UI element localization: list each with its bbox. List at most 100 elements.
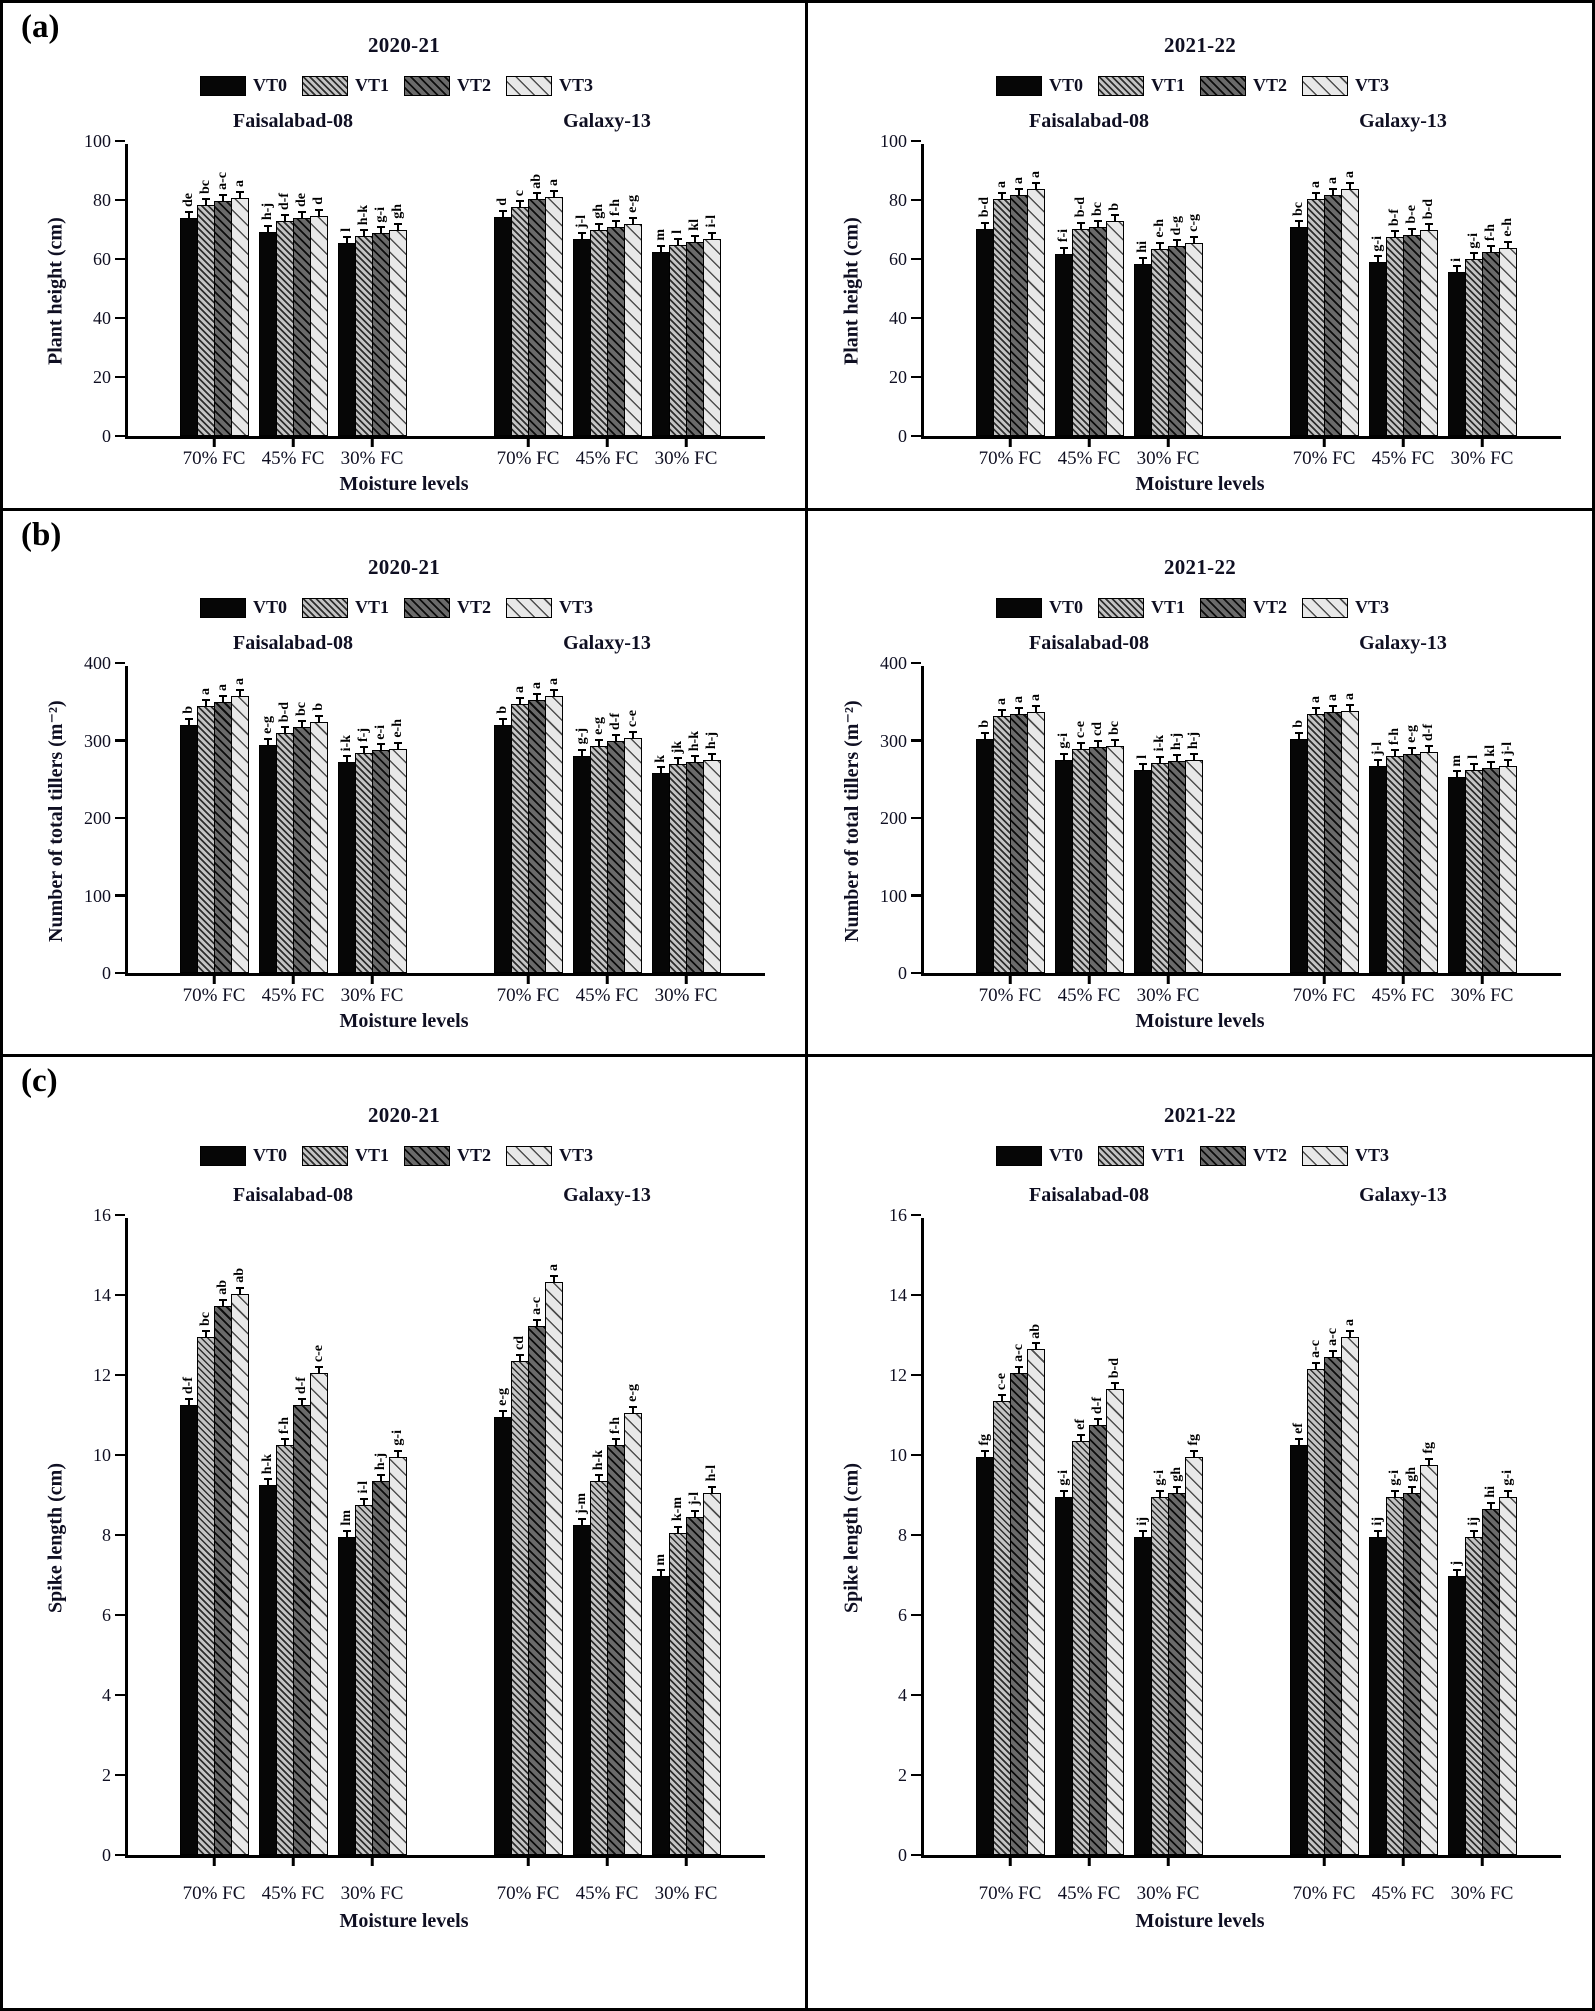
sig-letter: b-f <box>1387 209 1402 227</box>
sig-letter: hi <box>1135 241 1150 253</box>
y-tick-label: 8 <box>898 1525 907 1545</box>
y-axis-tick <box>911 894 921 897</box>
sig-letter: ab <box>529 173 544 189</box>
error-bar-icon <box>1507 758 1509 766</box>
treatment-legend: VT0 VT1 VT2 VT3 <box>808 597 1592 618</box>
sig-letter: g-i <box>390 1430 405 1446</box>
bar-vt1 <box>197 205 215 436</box>
y-tick-label: 300 <box>880 730 907 751</box>
bar-slot: lm <box>338 1218 356 1855</box>
sig-letter: de <box>181 193 196 208</box>
error-bar-icon <box>1035 1342 1037 1350</box>
y-axis-tick <box>115 1693 125 1697</box>
y-tick-label: 100 <box>84 885 111 906</box>
bar-vt1 <box>1386 237 1404 436</box>
error-bar-icon <box>1332 188 1334 196</box>
panel-label: (c) <box>21 1063 58 1099</box>
sig-letter: a <box>1308 696 1323 704</box>
cultivar-block: Galaxy-13 ef a-c a-c a 70% FC ij g-i gh fg 45% FC j… <box>1290 1184 1517 1904</box>
sig-letter: j-l <box>1370 741 1385 755</box>
error-bar-icon <box>222 695 224 703</box>
bar-vt2 <box>528 1325 546 1855</box>
y-tick-label: 12 <box>889 1365 907 1385</box>
sig-letter: l <box>1466 754 1481 759</box>
legend-swatch-vt0-icon <box>199 75 246 96</box>
bar-vt0 <box>573 755 591 973</box>
bar-slot: a <box>1307 666 1325 973</box>
bar-slot: a <box>1027 666 1045 973</box>
bar-vt1 <box>1072 228 1090 436</box>
x-tick-label: 45% FC <box>575 985 639 1006</box>
sig-letter: g-i <box>1056 733 1071 749</box>
chart-panel-2021-22: 2021-22 VT0 VT1 VT2 VT3 Plant height (cm) 0 20 4… <box>808 3 1592 508</box>
bar-vt1 <box>1386 755 1404 973</box>
bar-slot: l <box>669 144 687 436</box>
bar-vt2 <box>686 1516 704 1855</box>
bar-vt3 <box>1499 765 1517 973</box>
y-axis-tick <box>115 139 125 143</box>
error-bar-icon <box>318 1366 320 1374</box>
sig-letter: ab <box>232 1267 247 1283</box>
y-axis-tick <box>115 1613 125 1617</box>
error-bar-icon <box>660 766 662 774</box>
bar-vt0 <box>338 243 356 436</box>
bar-slot: b <box>180 666 198 973</box>
x-axis-tick <box>526 976 530 984</box>
error-bar-icon <box>1035 182 1037 190</box>
plot-area: 0 20 40 60 80 100 Faisalabad-08 b-d a a a 70% FC f-i… <box>880 110 1561 469</box>
legend-swatch-vt3-icon <box>506 75 553 96</box>
cultivar-title: Galaxy-13 <box>563 632 651 654</box>
bar-vt3 <box>1106 221 1124 436</box>
bar-vt0 <box>1055 1496 1073 1855</box>
bar-vt3 <box>1499 1496 1517 1855</box>
error-bar-icon <box>502 1410 504 1418</box>
error-bar-icon <box>1332 1350 1334 1358</box>
bar-vt1 <box>1307 1369 1325 1855</box>
error-bar-icon <box>1411 227 1413 235</box>
bar-vt2 <box>372 233 390 436</box>
error-bar-icon <box>239 688 241 696</box>
sig-letter: g-i <box>1500 1470 1515 1486</box>
y-tick-label: 80 <box>93 190 111 210</box>
bar-vt2 <box>1010 713 1028 973</box>
error-bar-icon <box>1377 1529 1379 1537</box>
sig-letter: e-h <box>1152 219 1167 239</box>
bar-slot: m <box>652 144 670 436</box>
bar-slot: de <box>180 144 198 436</box>
x-tick-label: 45% FC <box>1057 985 1121 1006</box>
error-bar-icon <box>363 1497 365 1505</box>
sig-letter: d-f <box>1421 723 1436 741</box>
bar-slot: ab <box>214 1218 232 1855</box>
sig-letter: a-c <box>1325 1328 1340 1347</box>
bar-vt2 <box>1482 1508 1500 1855</box>
bar-vt0 <box>180 218 198 436</box>
x-tick-label: 70% FC <box>496 1883 560 1904</box>
bar-vt2 <box>1010 195 1028 436</box>
error-bar-icon <box>632 217 634 225</box>
moisture-group: b a a a 70% FC <box>180 666 249 1006</box>
bar-vt2 <box>528 699 546 973</box>
y-tick-label: 300 <box>84 730 111 751</box>
sig-letter: bc <box>198 1312 213 1327</box>
bar-slot: cd <box>511 1218 529 1855</box>
bar-vt3 <box>310 1373 328 1855</box>
sig-letter: f-i <box>1056 229 1071 243</box>
bar-slot: g-i <box>372 144 390 436</box>
sig-letter: fg <box>1421 1442 1436 1454</box>
bar-slot: de <box>293 144 311 436</box>
moisture-group: de bc a-c a 70% FC <box>180 144 249 469</box>
bar-vt2 <box>214 702 232 973</box>
legend-label: VT2 <box>457 597 492 617</box>
bar-vt3 <box>231 1293 249 1855</box>
x-tick-label: 70% FC <box>1292 448 1356 469</box>
error-bar-icon <box>581 748 583 756</box>
bar-slot: a-c <box>1010 1218 1028 1855</box>
y-axis-tick <box>911 1613 921 1617</box>
moisture-group: j ij hi g-i 30% FC <box>1448 1218 1517 1904</box>
x-axis-tick <box>684 439 688 447</box>
error-bar-icon <box>1176 1485 1178 1493</box>
y-tick-label: 10 <box>93 1445 111 1465</box>
sig-letter: a <box>198 687 213 695</box>
bar-slot: d <box>310 144 328 436</box>
y-tick-label: 200 <box>880 808 907 828</box>
